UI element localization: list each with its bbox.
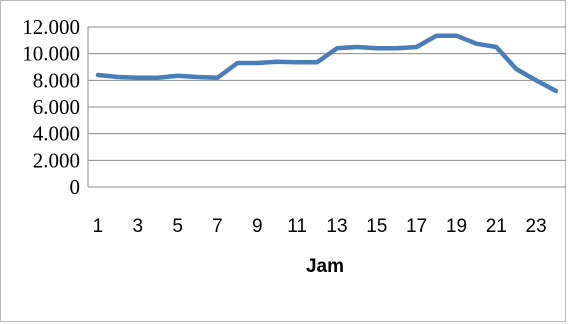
- x-tick-label: 7: [212, 216, 223, 237]
- axes: [87, 27, 566, 188]
- x-tick-label: 23: [526, 216, 547, 237]
- y-tick-label: 10.000: [22, 42, 80, 66]
- x-tick-label: 9: [252, 216, 263, 237]
- x-tick-label: 3: [133, 216, 144, 237]
- x-axis-label: Jam: [306, 256, 344, 277]
- x-tick-label: 21: [486, 216, 507, 237]
- x-tick-label: 13: [326, 216, 347, 237]
- y-tick-label: 6.000: [33, 95, 80, 119]
- x-tick-label: 11: [287, 216, 307, 237]
- x-tick-label: 17: [406, 216, 427, 237]
- x-tick-label: 5: [172, 216, 183, 237]
- x-tick-label: 1: [93, 216, 104, 237]
- x-tick-label: 19: [446, 216, 467, 237]
- y-tick-label: 2.000: [33, 148, 80, 172]
- y-tick-label: 12.000: [22, 15, 80, 39]
- y-tick-label: 8.000: [33, 68, 80, 92]
- series-line: [95, 33, 559, 94]
- x-tick-label: 15: [366, 216, 387, 237]
- series: [95, 33, 559, 94]
- x-tick-labels: 1 3 5 7 9 11 13 15 17 19 21 23: [93, 216, 547, 237]
- y-tick-label: 0: [70, 175, 81, 199]
- y-tick-label: 4.000: [33, 122, 80, 146]
